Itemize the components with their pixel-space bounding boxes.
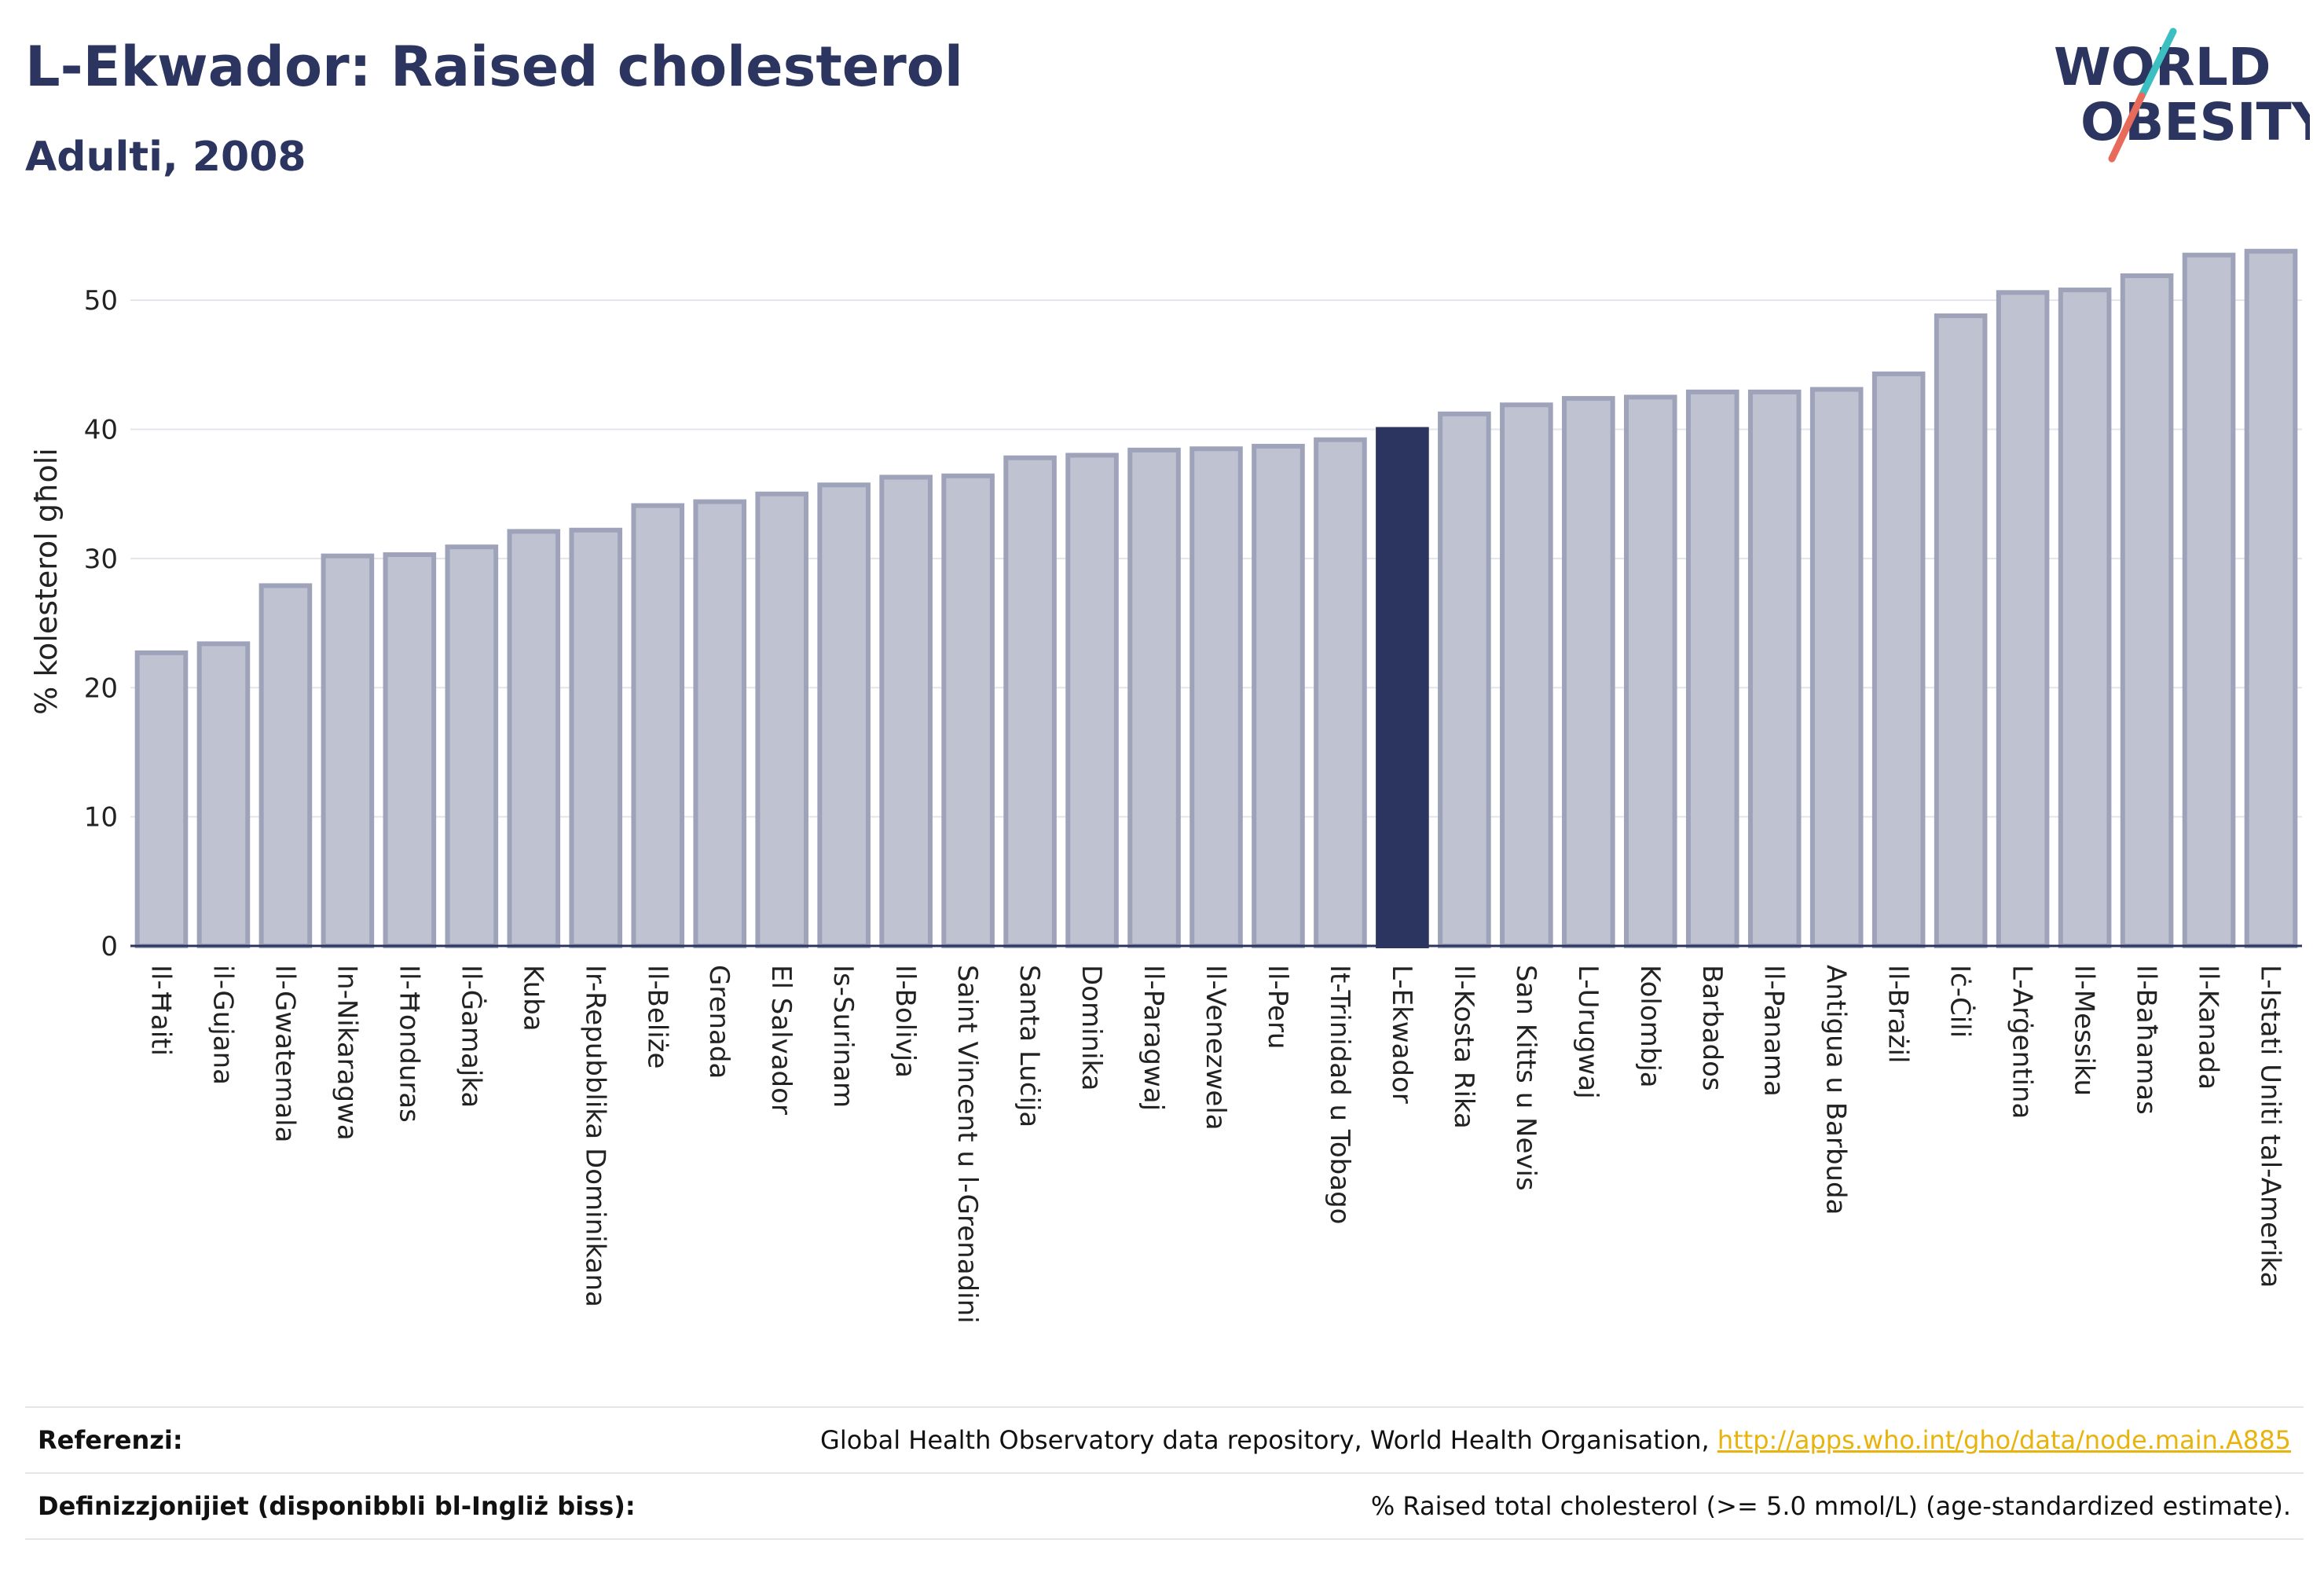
bar [1624,394,1677,949]
x-tick-label: L-Arġentina [2007,965,2038,1119]
bar [2182,252,2236,948]
x-tick-label: Il-Gwatemala [269,965,300,1142]
y-tick-label: 0 [101,931,118,962]
bar [941,473,995,948]
bar [1252,443,1305,948]
x-axis-labels: Il-Ħaiti il-Gujana Il-Gwatemala In-Nikaragw… [145,965,2286,1324]
x-tick-label: Barbados [1696,965,1728,1091]
bar [1747,389,1802,948]
bar-highlighted [1376,427,1429,948]
bar [2244,248,2298,948]
bar [755,491,808,948]
bar [1934,313,1988,948]
bar [1438,411,1491,948]
x-tick-label: El Salvador [765,965,797,1115]
bar [817,482,871,948]
y-tick-label: 10 [84,802,118,834]
bar [507,529,561,948]
page-subtitle: Adulti, 2008 [25,134,306,181]
x-tick-label: Il-Peru [1262,965,1293,1049]
y-tick-label: 30 [84,544,118,575]
definitions-row: Definizzjonijiet (disponibbli bl-Ingliż … [25,1472,2304,1540]
x-tick-label: Antigua u Barbuda [1820,965,1852,1215]
bar [879,475,933,948]
x-tick-label: Grenada [703,965,735,1079]
x-tick-label: Il-Kosta Rika [1448,965,1479,1129]
x-tick-label: Ir-Repubblika Dominikana [579,965,610,1307]
x-tick-label: Il-Messiku [2069,965,2100,1096]
bar [1809,387,1864,948]
bar [1871,371,1926,948]
bar [569,527,623,948]
x-tick-label: Dominika [1076,965,1107,1090]
bar [196,641,251,948]
x-tick-label: Il-Bolivja [889,965,921,1078]
x-tick-label: Il-Venezwela [1200,965,1231,1131]
world-obesity-logo: WORLD OBESITY [2054,27,2310,163]
x-tick-label: Il-Panama [1758,965,1790,1097]
definitions-label: Definizzjonijiet (disponibbli bl-Ingliż … [38,1491,636,1521]
bar [1996,290,2050,948]
x-tick-label: L-Ekwador [1386,965,1417,1104]
x-tick-label: Kolombja [1634,965,1666,1088]
bar [445,544,499,949]
bar [2120,273,2174,949]
x-tick-label: L-Istati Uniti tal-Amerika [2255,965,2286,1288]
x-tick-label: Il-Ħaiti [145,965,176,1056]
bar [258,583,313,949]
x-tick-label: Il-Ħonduras [393,965,424,1123]
x-tick-label: In-Nikaragwa [331,965,362,1141]
bar [321,553,375,948]
x-tick-label: Il-Kanada [2193,965,2224,1090]
page-title: L-Ekwador: Raised cholesterol [25,35,963,99]
bar [383,552,437,949]
footer-table: Referenzi: Global Health Observatory dat… [25,1406,2304,1540]
bar [631,503,685,948]
x-tick-label: Il-Baħamas [2131,965,2162,1115]
bar [1189,446,1243,948]
x-tick-label: L-Urugwaj [1572,965,1604,1099]
x-tick-label: It-Trinidad u Tobago [1324,965,1355,1224]
x-tick-label: Is-Surinam [827,965,859,1108]
x-tick-label: Il-Ġamajka [455,965,487,1108]
bar [2058,288,2112,948]
bar [693,499,747,948]
references-label: Referenzi: [38,1425,183,1455]
chart-bars [134,248,2298,949]
bar [1500,402,1553,948]
x-tick-label: Il-Brażil [1882,965,1914,1063]
bar [1685,389,1739,948]
bar-chart: 0 10 20 30 40 50 Il-Ħaiti il-Gujana Il-Gwatemal… [29,248,2302,1324]
references-row: Referenzi: Global Health Observatory dat… [25,1406,2304,1472]
y-axis-label: % kolesterol għoli [29,448,64,715]
bar [134,650,189,948]
x-tick-label: Il-Paragwaj [1138,965,1169,1111]
bar [1003,455,1057,948]
x-tick-label: San Kitts u Nevis [1510,965,1541,1191]
y-tick-label: 20 [84,673,118,704]
x-tick-label: Kuba [517,965,548,1032]
x-tick-label: Il-Beliże [641,965,673,1068]
x-tick-label: Saint Vincent u l-Grenadini [951,965,983,1324]
bar [1314,437,1367,948]
bar [1562,396,1615,948]
bar [1127,447,1181,948]
y-axis-ticks: 0 10 20 30 40 50 [84,285,118,962]
definitions-value: % Raised total cholesterol (>= 5.0 mmol/… [1370,1491,2291,1521]
references-value: Global Health Observatory data repositor… [820,1425,2304,1455]
x-tick-label: Iċ-Ċili [1945,965,1977,1038]
x-tick-label: Santa Luċija [1014,965,1045,1127]
logo-slash-bottom [2108,92,2146,163]
bar [1065,453,1119,948]
x-tick-label: il-Gujana [207,965,238,1085]
y-tick-label: 40 [84,415,118,446]
logo-slash-top [2138,27,2177,100]
references-link[interactable]: http://apps.who.int/gho/data/node.main.A… [1717,1425,2291,1455]
y-tick-label: 50 [84,285,118,317]
references-text: Global Health Observatory data repositor… [820,1425,1710,1455]
